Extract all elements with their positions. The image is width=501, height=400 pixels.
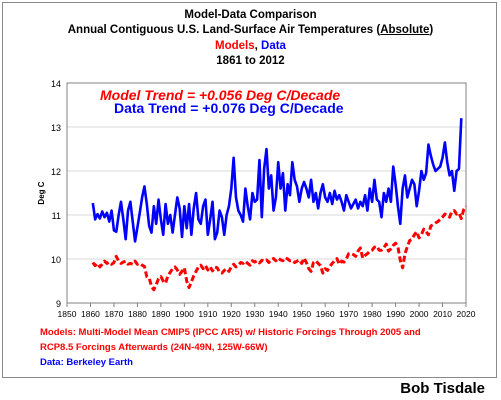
x-tick-label: 1990 [386,309,405,319]
x-tick-label: 1860 [81,309,100,319]
models-note-line2: RCP8.5 Forcings Afterwards (24N-49N, 125… [40,342,268,353]
chart-notes: Models: Multi-Model Mean CMIP5 (IPCC AR5… [40,325,421,370]
series-title-separator: , [254,40,262,52]
models-note-line1: Models: Multi-Model Mean CMIP5 (IPCC AR5… [40,327,421,338]
x-tick-label: 1950 [292,309,311,319]
y-tick-label: 14 [51,79,61,89]
x-tick-label: 1940 [269,309,288,319]
data-source-note: Data: Berkeley Earth [40,357,133,368]
chart-title: Model-Data Comparison [184,9,317,21]
x-tick-label: 1980 [363,309,382,319]
y-tick-label: 12 [51,167,61,177]
series-line-models [91,205,468,292]
model-trend-annotation: Model Trend = +0.056 Deg C/Decade [100,87,340,103]
data-trend-annotation: Data Trend = +0.076 Deg C/Decade [114,100,344,116]
x-tick-label: 1920 [222,309,241,319]
series-line-data [91,118,463,243]
y-tick-label: 13 [51,123,61,133]
x-tick-label: 2000 [410,309,429,319]
x-tick-label: 1880 [128,309,147,319]
date-range: 1861 to 2012 [216,55,285,67]
y-tick-label: 10 [51,255,61,265]
chart-subtitle: Annual Contiguous U.S. Land-Surface Air … [0,24,501,36]
author-credit: Bob Tisdale [400,380,485,397]
x-tick-label: 1850 [58,309,77,319]
y-tick-label: 9 [56,299,61,309]
x-tick-label: 1970 [339,309,358,319]
series-title-models: Models [215,40,255,52]
x-tick-label: 1960 [316,309,335,319]
subtitle-absolute: Absolute [380,24,430,36]
x-tick-label: 1910 [198,309,217,319]
plot-border [66,82,467,304]
series-title-data: Data [261,40,286,52]
y-axis-label: Deg C [37,181,46,204]
x-tick-label: 2020 [457,309,476,319]
series-title: Models, Data [0,40,501,52]
x-tick-label: 1930 [245,309,264,319]
x-tick-label: 1900 [175,309,194,319]
axis-ticks: 9 10 11 12 13 14 1850 1860 1870 1880 1890 1900 1910 1… [51,79,476,319]
x-tick-label: 2010 [433,309,452,319]
series-lines [91,118,468,292]
subtitle-suffix: ) [429,24,434,36]
x-tick-label: 1890 [151,309,170,319]
subtitle-prefix: Annual Contiguous U.S. Land-Surface Air … [67,24,381,36]
x-tick-label: 1870 [104,309,123,319]
y-tick-label: 11 [52,211,61,221]
